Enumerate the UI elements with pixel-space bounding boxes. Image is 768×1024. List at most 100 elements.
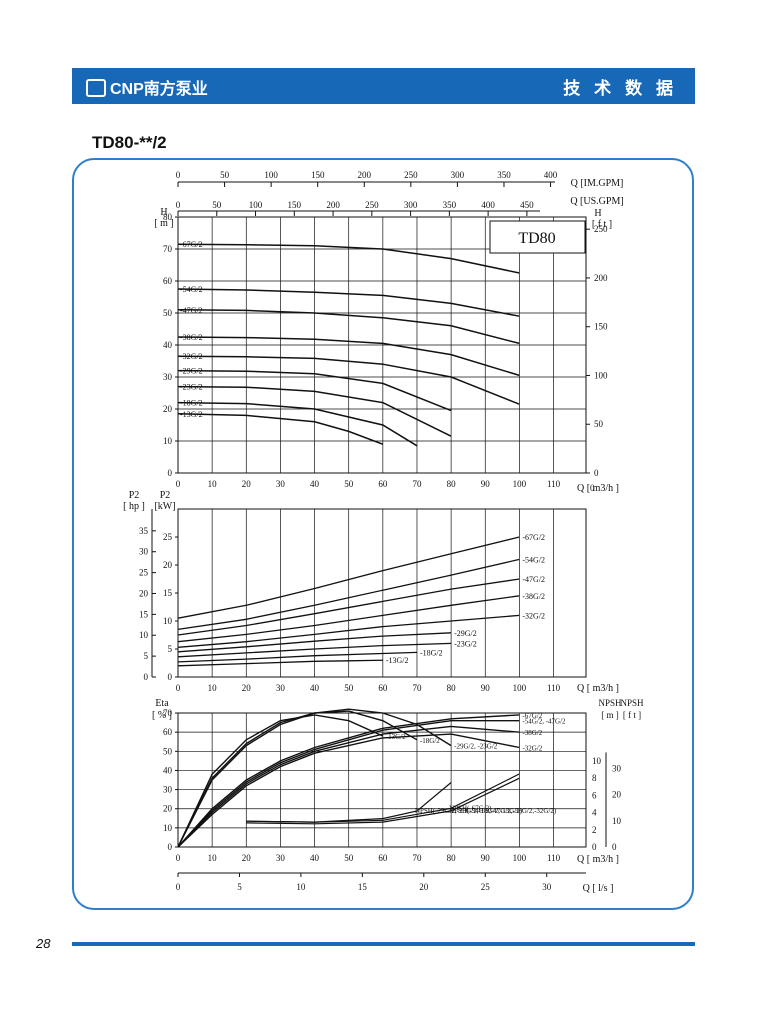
y-tick-label: 80 xyxy=(163,212,173,222)
series-line xyxy=(177,288,520,317)
y2-tick-label: 150 xyxy=(594,322,608,332)
brand-logo: CNP南方泵业 xyxy=(86,75,208,99)
im-gpm-tick-label: 0 xyxy=(176,170,181,180)
y-axis-unit: [kW] xyxy=(154,501,175,512)
x-tick-label: 30 xyxy=(276,683,286,693)
npsh-m-tick-label: 4 xyxy=(592,808,597,818)
y-tick-label: 20 xyxy=(163,404,173,414)
im-gpm-tick-label: 250 xyxy=(404,170,418,180)
y-tick-label: 60 xyxy=(163,727,173,737)
x-tick-label: 20 xyxy=(242,853,252,863)
header-banner: CNP南方泵业 技 术 数 据 xyxy=(72,68,695,104)
y2-axis-unit: [ hp ] xyxy=(123,501,145,512)
npsh-m-tick-label: 0 xyxy=(592,842,597,852)
us-gpm-tick-label: 200 xyxy=(326,200,340,210)
series-line xyxy=(177,385,452,437)
series-line xyxy=(177,336,520,377)
ls-axis-label: Q [ l/s ] xyxy=(583,883,614,894)
series-label: -18G/2 xyxy=(420,737,440,745)
series-label: -23G/2 xyxy=(454,639,477,648)
y-tick-label: 70 xyxy=(163,244,173,254)
y-tick-label: 10 xyxy=(163,823,173,833)
series-label: -38G/2 xyxy=(180,333,203,342)
series-label: -18G/2 xyxy=(180,399,203,408)
x-tick-label: 110 xyxy=(547,853,561,863)
y-axis-unit: [ m ] xyxy=(154,218,173,229)
series-label: -32G/2 xyxy=(522,611,545,620)
series-line xyxy=(177,733,520,848)
ls-tick-label: 25 xyxy=(481,882,491,892)
series-line xyxy=(177,243,520,274)
y2-tick-label: 30 xyxy=(139,547,149,557)
im-gpm-axis-label: Q [IM.GPM] xyxy=(571,178,624,189)
npsh-m-unit: [ m ] xyxy=(601,710,619,720)
y-tick-label: 25 xyxy=(163,532,173,542)
x-tick-label: 90 xyxy=(481,683,491,693)
series-label: -23G/2 xyxy=(180,383,203,392)
series-line xyxy=(177,355,520,405)
series-label: -47G/2 xyxy=(522,575,545,584)
y2-tick-label: 200 xyxy=(594,273,608,283)
y-tick-label: 30 xyxy=(163,785,173,795)
model-box xyxy=(489,220,586,254)
x-tick-label: 40 xyxy=(310,853,320,863)
ls-tick-label: 0 xyxy=(176,882,181,892)
x-tick-label: 90 xyxy=(481,479,491,489)
y2-axis-unit: [ f t ] xyxy=(592,219,612,230)
x-tick-label: 20 xyxy=(242,683,252,693)
series-label: -47G/2 xyxy=(180,306,203,315)
npsh-m-tick-label: 8 xyxy=(592,773,597,783)
x-tick-label: 60 xyxy=(378,479,388,489)
x-tick-label: 50 xyxy=(344,479,354,489)
series-label: -38G/2 xyxy=(522,729,542,737)
series-label: -18G/2 xyxy=(420,648,443,657)
y-tick-label: 10 xyxy=(163,436,173,446)
y-tick-label: 20 xyxy=(163,804,173,814)
x-tick-label: 40 xyxy=(310,479,320,489)
series-line xyxy=(177,309,520,345)
series-line xyxy=(177,632,452,653)
npsh-ft-tick-label: 0 xyxy=(612,842,617,852)
y-tick-label: 50 xyxy=(163,746,173,756)
x-tick-label: 70 xyxy=(412,479,422,489)
x-tick-label: 100 xyxy=(513,479,527,489)
im-gpm-tick-label: 300 xyxy=(451,170,465,180)
x-tick-label: 90 xyxy=(481,853,491,863)
series-line xyxy=(177,369,452,412)
us-gpm-tick-label: 100 xyxy=(249,200,263,210)
x-tick-label: 110 xyxy=(547,479,561,489)
npsh-m-tick-label: 6 xyxy=(592,790,597,800)
x-tick-label: 70 xyxy=(412,853,422,863)
npsh-m-label: NPSH xyxy=(598,698,622,708)
series-line xyxy=(177,642,452,658)
chart-frame xyxy=(72,158,694,910)
us-gpm-tick-label: 250 xyxy=(365,200,379,210)
y-axis-label: H xyxy=(160,207,167,218)
us-gpm-tick-label: 400 xyxy=(481,200,495,210)
npsh-ft-label: NPSH xyxy=(620,698,644,708)
series-label: -54G/2 xyxy=(522,555,545,564)
npsh-ft-tick-label: 30 xyxy=(612,763,622,773)
x-tick-label: 40 xyxy=(310,683,320,693)
x-tick-label: 70 xyxy=(412,683,422,693)
x-tick-label: 0 xyxy=(176,853,181,863)
y2-tick-label: 10 xyxy=(139,630,149,640)
x-tick-label: 110 xyxy=(547,683,561,693)
im-gpm-tick-label: 350 xyxy=(497,170,511,180)
series-label: -54G/2 xyxy=(180,285,203,294)
y2-tick-label: 50 xyxy=(594,419,604,429)
series-line xyxy=(246,782,452,823)
y2-tick-label: 100 xyxy=(594,370,608,380)
y2-tick-label: 250 xyxy=(594,224,608,234)
ls-tick-label: 10 xyxy=(296,882,306,892)
npsh-ft-tick-label: 10 xyxy=(612,816,622,826)
series-label: NPSH(-29G/2,-23G/2,-18G/2,-13G/2) xyxy=(415,807,523,815)
series-label: NPSH(-67G/2) xyxy=(449,804,492,812)
us-gpm-tick-label: 150 xyxy=(288,200,302,210)
y2-tick-label: 20 xyxy=(139,588,149,598)
y-tick-label: 40 xyxy=(163,340,173,350)
x-tick-label: 50 xyxy=(344,853,354,863)
ls-tick-label: 20 xyxy=(419,882,429,892)
y2-tick-label: 0 xyxy=(144,672,149,682)
y2-axis-label: P2 xyxy=(129,490,140,501)
